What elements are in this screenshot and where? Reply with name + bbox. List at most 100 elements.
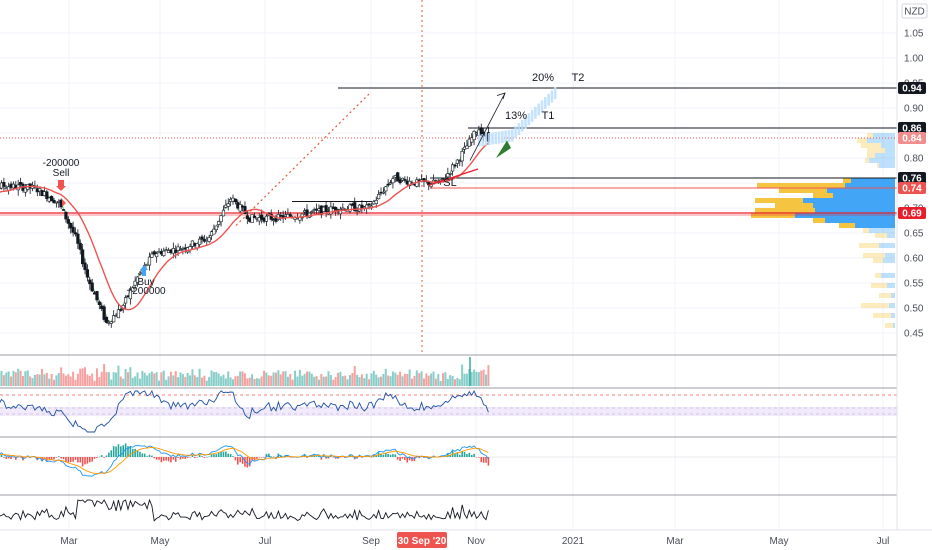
volume-bar: [117, 365, 120, 386]
candle-down: [45, 191, 49, 199]
volume-profile-bar-up: [873, 133, 895, 138]
macd-histogram-bar: [396, 457, 399, 460]
volume-profile-bar-up: [879, 163, 895, 168]
volume-bar: [43, 374, 46, 386]
macd-histogram-bar: [339, 457, 342, 458]
macd-histogram-bar: [117, 444, 120, 457]
macd-histogram-bar: [241, 457, 244, 464]
candle-up: [310, 211, 314, 213]
candle-down: [69, 222, 73, 229]
currency-badge[interactable]: [901, 3, 928, 19]
macd-histogram-bar: [325, 457, 327, 459]
volume-bar: [298, 369, 301, 386]
volume-bar: [64, 375, 67, 386]
macd-histogram-bar: [103, 457, 105, 458]
candle-up: [147, 256, 152, 266]
volume-bar: [487, 365, 490, 386]
price-tag-label: 0.86: [902, 124, 922, 135]
candle-down: [18, 182, 23, 185]
time-axis[interactable]: Mar May Jul Sep Nov 2021 Mar May Jul 30 Sep '20: [0, 529, 932, 548]
volume-bar: [19, 370, 22, 386]
candle-down: [73, 232, 78, 235]
time-axis-label: May: [770, 536, 789, 547]
candle-up: [116, 309, 121, 319]
sell-marker-icon: [56, 180, 66, 191]
projection-bar: [534, 106, 537, 119]
volume-bar: [267, 375, 270, 386]
candle-up: [276, 214, 280, 220]
candle-down: [97, 301, 101, 306]
candle-up: [448, 173, 452, 175]
volume-bar: [62, 373, 65, 386]
macd-histogram-bar: [470, 454, 473, 457]
volume-profile-bar-up: [813, 203, 895, 208]
volume-bar: [12, 370, 15, 386]
volume-bar: [334, 377, 337, 386]
macd-histogram-bar: [10, 457, 12, 459]
projection-bar: [530, 110, 534, 122]
candle-down: [81, 249, 85, 265]
macd-histogram-bar: [272, 456, 275, 458]
candle-down: [398, 179, 402, 184]
volume-bar: [370, 373, 373, 386]
volume-profile-bar-down: [779, 188, 827, 193]
volume-bar: [260, 376, 263, 386]
volume-profile-bar-down: [871, 283, 887, 288]
macd-histogram-bar: [141, 453, 144, 457]
indicator-panes[interactable]: 040.0075.200.00-0.05USD50.035.8: [0, 354, 932, 526]
candle-down: [119, 309, 123, 311]
projection-dotted-line: [235, 92, 371, 226]
macd-histogram-bar: [416, 457, 418, 458]
price-tick-label: 0.90: [904, 104, 924, 115]
time-axis-label: Mar: [666, 536, 684, 547]
volume-bar: [167, 376, 170, 386]
volume-bar: [365, 373, 368, 386]
volume-bar: [105, 372, 108, 386]
macd-histogram-bar: [93, 457, 96, 459]
macd-histogram-bar: [53, 457, 55, 460]
macd-histogram-bar: [463, 451, 466, 457]
volume-bar: [136, 372, 139, 386]
volume-bar: [205, 380, 208, 386]
time-axis-label: May: [151, 536, 170, 547]
candle-up: [207, 237, 211, 242]
macd-histogram-bar: [220, 451, 222, 457]
rsi-line: [0, 389, 489, 433]
volume-bar: [236, 376, 239, 386]
price-axis[interactable]: NZD 1.051.000.950.900.850.800.750.700.65…: [896, 0, 932, 530]
volume-bar: [446, 378, 449, 386]
macd-histogram-bar: [265, 453, 268, 457]
volume-profile-bar-up: [887, 283, 895, 288]
volume-bar: [442, 373, 445, 386]
candle-down: [61, 209, 66, 211]
date-cursor-badge[interactable]: [397, 532, 447, 548]
candle-down: [324, 205, 328, 212]
stop-loss-label: SL: [443, 177, 456, 189]
volume-bar: [119, 376, 122, 386]
volume-profile-bar-down: [755, 198, 803, 203]
projection-bar: [544, 97, 547, 109]
volume-profile-bar-up: [889, 303, 895, 308]
volume-bar: [45, 372, 48, 386]
macd-histogram-bar: [72, 457, 74, 462]
macd-histogram-bar: [143, 453, 146, 457]
volume-profile-bar-up: [885, 253, 895, 258]
volume-bar: [126, 372, 129, 386]
macd-histogram-bar: [84, 457, 86, 465]
volume-bar: [308, 371, 311, 386]
candle-up: [374, 200, 378, 204]
volume-bar: [74, 379, 77, 386]
volume-bar: [344, 375, 347, 386]
time-axis-label: 2021: [562, 536, 585, 547]
volume-bar: [339, 371, 342, 386]
volume-bar: [391, 371, 394, 386]
buy-marker-icon: [140, 265, 148, 276]
macd-histogram-bar: [172, 457, 175, 460]
date-cursor-label: 30 Sep '20: [398, 536, 447, 547]
volume-bar: [36, 374, 39, 386]
macd-histogram-bar: [174, 457, 177, 462]
rsi-band: [0, 407, 897, 416]
volume-bar: [52, 379, 55, 386]
